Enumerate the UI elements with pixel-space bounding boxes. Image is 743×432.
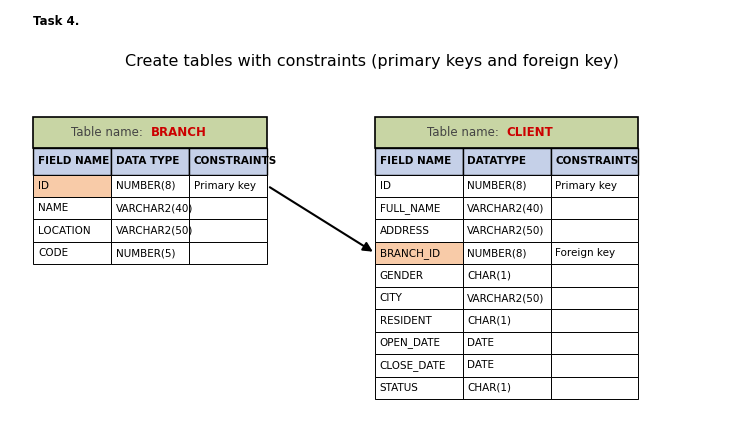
- Text: Foreign key: Foreign key: [555, 248, 615, 258]
- Bar: [551, 309, 638, 332]
- Text: VARCHAR2(50): VARCHAR2(50): [467, 293, 545, 303]
- Bar: [463, 175, 551, 197]
- Bar: [463, 377, 551, 399]
- Bar: [375, 354, 463, 377]
- Bar: [33, 197, 111, 219]
- Bar: [463, 287, 551, 309]
- Bar: [463, 309, 551, 332]
- Bar: [463, 219, 551, 242]
- Text: VARCHAR2(50): VARCHAR2(50): [116, 226, 193, 236]
- Bar: [33, 148, 111, 175]
- Text: NUMBER(8): NUMBER(8): [467, 181, 527, 191]
- Bar: [33, 117, 267, 148]
- Text: CHAR(1): CHAR(1): [467, 315, 511, 326]
- Text: Task 4.: Task 4.: [33, 15, 80, 28]
- Text: DATATYPE: DATATYPE: [467, 156, 526, 166]
- Text: CHAR(1): CHAR(1): [467, 383, 511, 393]
- Bar: [551, 148, 638, 175]
- Bar: [189, 242, 267, 264]
- Text: GENDER: GENDER: [380, 270, 424, 281]
- Text: CLIENT: CLIENT: [507, 126, 554, 139]
- Bar: [463, 264, 551, 287]
- Text: Table name:: Table name:: [427, 126, 507, 139]
- Bar: [189, 148, 267, 175]
- Text: CODE: CODE: [38, 248, 68, 258]
- Bar: [551, 175, 638, 197]
- Bar: [189, 175, 267, 197]
- Bar: [111, 175, 189, 197]
- Text: VARCHAR2(40): VARCHAR2(40): [467, 203, 545, 213]
- Bar: [33, 242, 111, 264]
- Text: FIELD NAME: FIELD NAME: [38, 156, 109, 166]
- Text: Primary key: Primary key: [555, 181, 617, 191]
- Text: ID: ID: [380, 181, 391, 191]
- Text: ADDRESS: ADDRESS: [380, 226, 429, 236]
- Text: NUMBER(8): NUMBER(8): [467, 248, 527, 258]
- Bar: [375, 287, 463, 309]
- Bar: [375, 377, 463, 399]
- Bar: [551, 377, 638, 399]
- Text: FULL_NAME: FULL_NAME: [380, 203, 440, 214]
- Bar: [551, 242, 638, 264]
- Bar: [375, 175, 463, 197]
- Bar: [375, 242, 463, 264]
- Bar: [111, 219, 189, 242]
- Bar: [463, 332, 551, 354]
- Bar: [463, 354, 551, 377]
- Text: VARCHAR2(40): VARCHAR2(40): [116, 203, 193, 213]
- Bar: [551, 264, 638, 287]
- Bar: [551, 197, 638, 219]
- Text: LOCATION: LOCATION: [38, 226, 91, 236]
- Text: NUMBER(5): NUMBER(5): [116, 248, 175, 258]
- Bar: [375, 332, 463, 354]
- Bar: [463, 197, 551, 219]
- Text: NAME: NAME: [38, 203, 68, 213]
- Text: CHAR(1): CHAR(1): [467, 270, 511, 281]
- Bar: [111, 148, 189, 175]
- Text: ID: ID: [38, 181, 49, 191]
- Text: FIELD NAME: FIELD NAME: [380, 156, 451, 166]
- Bar: [375, 148, 463, 175]
- Text: CONSTRAINTS: CONSTRAINTS: [194, 156, 277, 166]
- Text: DATE: DATE: [467, 338, 494, 348]
- Text: DATE: DATE: [467, 360, 494, 371]
- Bar: [463, 242, 551, 264]
- Text: BRANCH_ID: BRANCH_ID: [380, 248, 440, 259]
- Bar: [33, 175, 111, 197]
- Text: NUMBER(8): NUMBER(8): [116, 181, 175, 191]
- Bar: [375, 309, 463, 332]
- Bar: [463, 148, 551, 175]
- Bar: [551, 332, 638, 354]
- Bar: [33, 219, 111, 242]
- Bar: [375, 264, 463, 287]
- Text: VARCHAR2(50): VARCHAR2(50): [467, 226, 545, 236]
- Text: CLOSE_DATE: CLOSE_DATE: [380, 360, 446, 371]
- Bar: [551, 219, 638, 242]
- Text: Table name:: Table name:: [71, 126, 150, 139]
- Bar: [375, 117, 638, 148]
- Bar: [551, 354, 638, 377]
- Bar: [551, 287, 638, 309]
- Text: CITY: CITY: [380, 293, 403, 303]
- Bar: [111, 242, 189, 264]
- Text: BRANCH: BRANCH: [150, 126, 207, 139]
- Text: Create tables with constraints (primary keys and foreign key): Create tables with constraints (primary …: [125, 54, 618, 69]
- Bar: [375, 197, 463, 219]
- Text: CONSTRAINTS: CONSTRAINTS: [555, 156, 638, 166]
- Text: RESIDENT: RESIDENT: [380, 315, 432, 326]
- Bar: [189, 197, 267, 219]
- Bar: [189, 219, 267, 242]
- Bar: [111, 197, 189, 219]
- Text: DATA TYPE: DATA TYPE: [116, 156, 179, 166]
- Text: OPEN_DATE: OPEN_DATE: [380, 337, 441, 349]
- Text: STATUS: STATUS: [380, 383, 418, 393]
- Text: Primary key: Primary key: [194, 181, 256, 191]
- Bar: [375, 219, 463, 242]
